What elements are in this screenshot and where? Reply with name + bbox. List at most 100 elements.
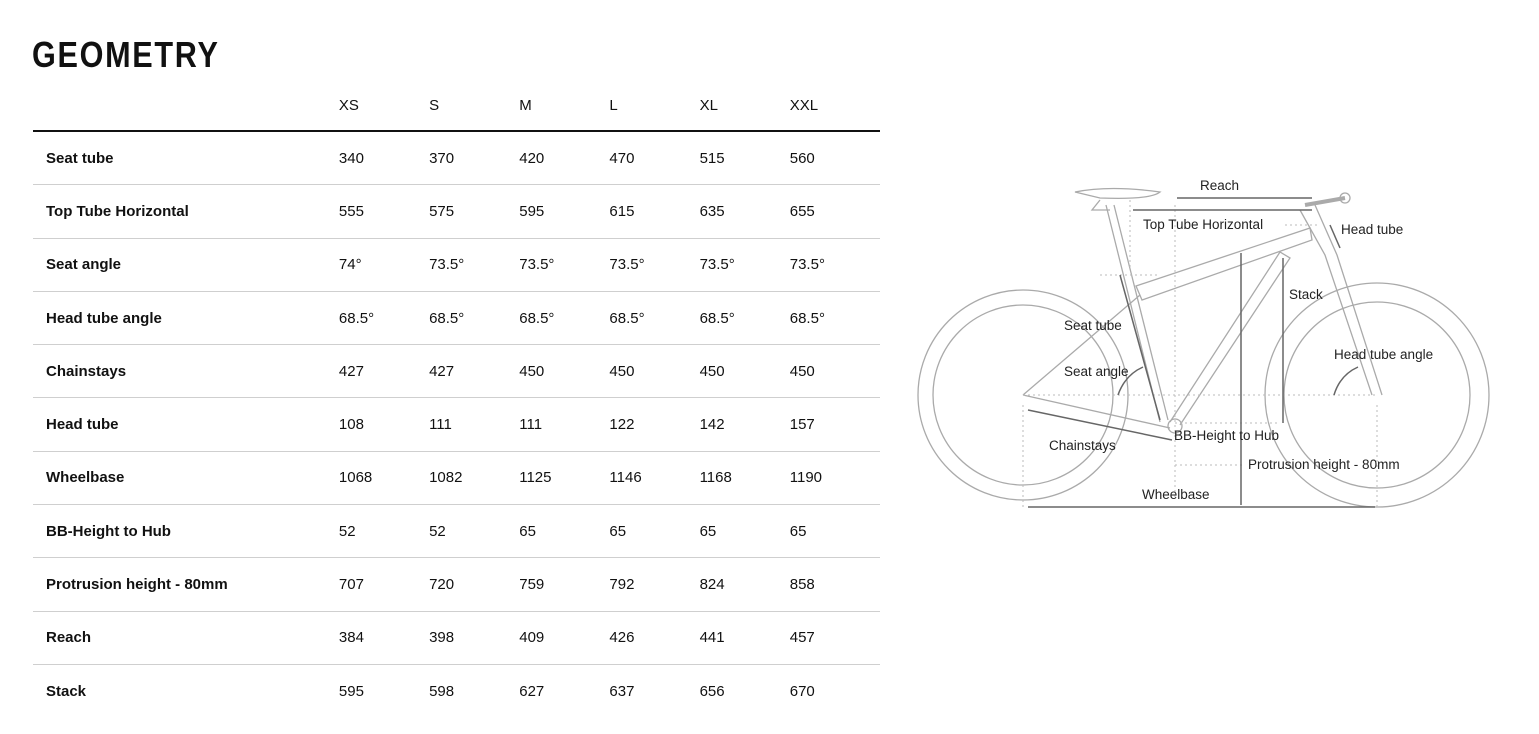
cell-value: 65 <box>789 504 880 559</box>
cell-value: 598 <box>429 682 455 700</box>
cell-value: 555 <box>338 184 430 239</box>
cell-value: 73.5° <box>519 238 610 292</box>
cell-value: 122 <box>609 397 700 452</box>
cell-value: 627 <box>519 682 545 700</box>
cell-value: 575 <box>429 184 520 239</box>
cell-value: 65 <box>699 504 790 559</box>
cell-value: 595 <box>519 184 610 239</box>
cell-value: 398 <box>429 611 520 665</box>
cell-value: 157 <box>789 397 880 452</box>
table-row: Seat tube 340 370 420 470 515 560 <box>33 131 880 186</box>
fork <box>1299 204 1383 396</box>
cell-value: 1068 <box>338 451 430 506</box>
cell-value: 858 <box>789 557 880 612</box>
size-header-s: S <box>429 80 520 132</box>
row-label: Wheelbase <box>33 451 339 506</box>
cell-value: 68.5° <box>429 291 520 346</box>
diagram-label-head-tube-angle: Head tube angle <box>1334 347 1434 362</box>
cell-value: 655 <box>789 184 880 239</box>
cell-value: 108 <box>338 397 430 452</box>
table-row: Head tube 108 111 111 122 142 157 <box>33 397 880 452</box>
bottom-bracket <box>1167 418 1183 434</box>
cell-value: 426 <box>609 611 700 665</box>
table-row: Top Tube Horizontal 555 575 595 615 635 655 <box>33 184 880 239</box>
down-tube <box>1169 251 1291 426</box>
cell-value: 450 <box>519 344 610 399</box>
cell-value: 74° <box>338 238 430 292</box>
row-label: Protrusion height - 80mm <box>33 557 339 612</box>
table-row: Protrusion height - 80mm 707 720 759 792 824 8… <box>33 557 880 612</box>
table-row: BB-Height to Hub 52 52 65 65 65 65 <box>33 504 880 559</box>
cell-value: 635 <box>699 184 790 239</box>
table-row: Wheelbase 1068 1082 1125 1146 1168 1190 <box>33 451 880 506</box>
row-label: Head tube <box>33 397 339 452</box>
cell-value: 65 <box>609 504 700 559</box>
cell-value: 68.5° <box>789 291 880 346</box>
cell-value: 420 <box>519 131 610 186</box>
size-header-m: M <box>519 80 610 132</box>
table-row: Chainstays 427 427 450 450 450 450 <box>33 344 880 399</box>
table-row: Seat angle 74° 73.5° 73.5° 73.5° 73.5° 73.5° <box>33 238 880 292</box>
cell-value: 427 <box>429 344 520 399</box>
diagram-label-seat-angle: Seat angle <box>1064 364 1129 379</box>
cell-value: 615 <box>609 184 700 239</box>
cell-value: 470 <box>609 131 700 186</box>
cell-value: 1146 <box>609 451 700 506</box>
cell-value: 409 <box>519 611 610 665</box>
size-header-xxl: XXL <box>789 80 880 132</box>
cell-value: 73.5° <box>789 238 880 292</box>
head-angle-arc <box>1333 366 1359 396</box>
cell-value: 427 <box>338 344 430 399</box>
cell-value: 707 <box>338 557 430 612</box>
cell-value: 515 <box>699 131 790 186</box>
cell-value: 73.5° <box>429 238 520 292</box>
diagram-label-seat-tube: Seat tube <box>1064 318 1122 333</box>
cell-value: 73.5° <box>699 238 790 292</box>
cell-value: 457 <box>789 611 880 665</box>
cell-value: 720 <box>429 557 520 612</box>
cell-value: 73.5° <box>609 238 700 292</box>
cell-value: 450 <box>609 344 700 399</box>
cell-value: 1168 <box>699 451 790 506</box>
row-label: Chainstays <box>33 344 339 399</box>
cell-value: 759 <box>519 557 610 612</box>
page-title: GEOMETRY <box>32 34 220 75</box>
cell-value: 142 <box>699 397 790 452</box>
cell-value: 560 <box>789 131 880 186</box>
diagram-label-protrusion: Protrusion height - 80mm <box>1248 457 1400 472</box>
size-header-l: L <box>609 80 700 132</box>
diagram-label-chainstays: Chainstays <box>1049 438 1116 453</box>
cell-value: 52 <box>429 504 520 559</box>
seat-tube <box>1105 204 1169 423</box>
cell-value: 68.5° <box>609 291 700 346</box>
diagram-label-wheelbase: Wheelbase <box>1142 487 1210 502</box>
table-row: Reach 384 398 409 426 441 457 <box>33 611 880 665</box>
cell-value: 792 <box>609 557 700 612</box>
row-label: BB-Height to Hub <box>33 504 339 559</box>
size-header-xs: XS <box>338 80 430 132</box>
geometry-table: XS S M L XL XXL Seat tube 340 370 420 470 515 560 To… <box>33 80 880 717</box>
head-tube-arrow <box>1329 224 1341 249</box>
row-label: Seat tube <box>33 131 339 186</box>
cell-value: 370 <box>429 131 520 186</box>
table-header: XS S M L XL XXL <box>33 80 880 132</box>
stays <box>1022 294 1171 429</box>
header-empty <box>33 80 339 132</box>
row-label: Stack <box>46 682 87 700</box>
size-header-xl: XL <box>699 80 790 132</box>
cell-value: 52 <box>338 504 430 559</box>
cell-value: 1082 <box>429 451 520 506</box>
cell-value: 450 <box>699 344 790 399</box>
handlebar <box>1339 192 1351 204</box>
diagram-label-stack: Stack <box>1289 287 1323 302</box>
cell-value: 68.5° <box>519 291 610 346</box>
cell-value: 656 <box>699 682 725 700</box>
saddle <box>1074 187 1162 211</box>
cell-value: 1190 <box>789 451 880 506</box>
cell-value: 384 <box>338 611 430 665</box>
cell-value: 1125 <box>519 451 610 506</box>
cell-value: 824 <box>699 557 790 612</box>
cell-value: 441 <box>699 611 790 665</box>
table-row: Head tube angle 68.5° 68.5° 68.5° 68.5° 68.5°… <box>33 291 880 346</box>
